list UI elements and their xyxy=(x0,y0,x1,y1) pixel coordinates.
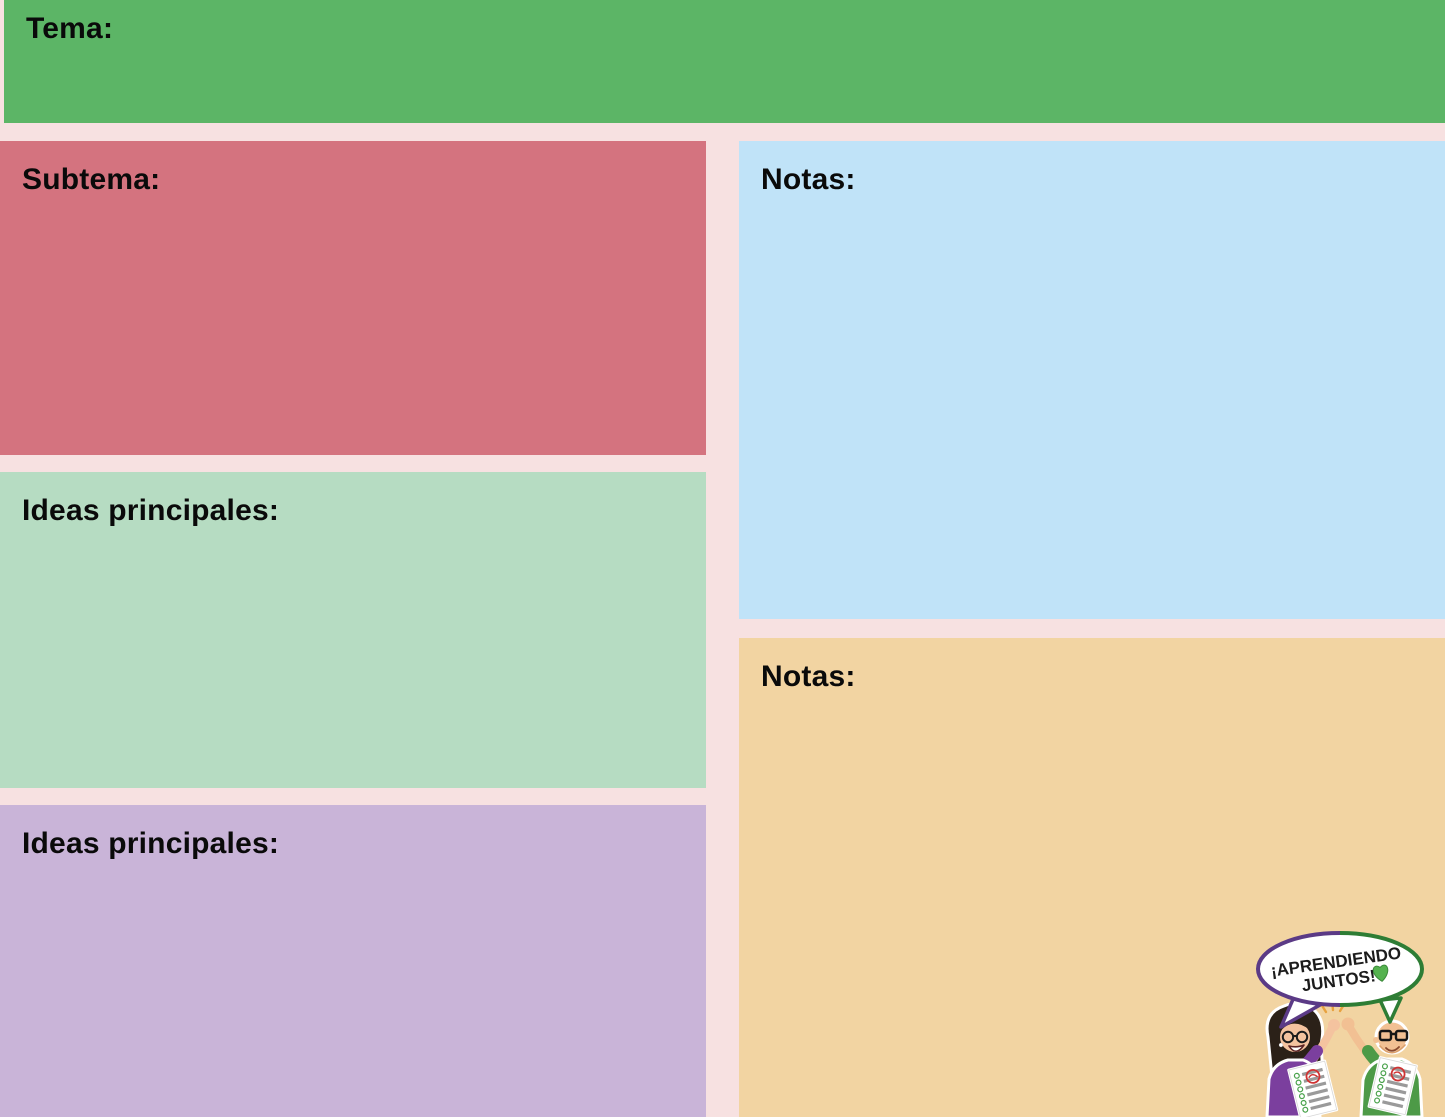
subtema-box[interactable]: Subtema: xyxy=(0,141,706,455)
checklist-paper-left xyxy=(1287,1059,1339,1117)
man-hand xyxy=(1341,1017,1355,1031)
notas-box-2[interactable]: Notas: xyxy=(739,638,1445,1117)
subtema-label: Subtema: xyxy=(22,163,161,196)
man-glasses-left-lens xyxy=(1378,1029,1393,1042)
woman-smile xyxy=(1288,1044,1305,1053)
ideas-principales-box-1[interactable]: Ideas principales: xyxy=(0,472,706,788)
checklist-paper-right xyxy=(1367,1056,1418,1117)
man-smile xyxy=(1385,1046,1400,1052)
speech-bubble: ¡APRENDIENDO JUNTOS! xyxy=(1256,931,1424,1029)
man-ear xyxy=(1373,1037,1379,1043)
tema-box[interactable]: Tema: xyxy=(4,0,1445,123)
notas-label-2: Notas: xyxy=(761,660,856,693)
grade-stamp xyxy=(1305,1068,1321,1084)
tema-label: Tema: xyxy=(26,12,114,45)
checklist-checks xyxy=(1293,1072,1309,1113)
man-chin-line xyxy=(1379,1044,1406,1054)
woman-hand xyxy=(1328,1019,1340,1031)
woman-earring xyxy=(1278,1042,1284,1048)
ideas-principales-label-1: Ideas principales: xyxy=(22,494,280,527)
checklist-checks xyxy=(1374,1063,1388,1104)
highfive-illustration xyxy=(1265,998,1424,1117)
man-glasses-right-lens xyxy=(1394,1029,1409,1042)
green-heart-icon xyxy=(1372,964,1389,982)
grade-stamp xyxy=(1390,1066,1406,1082)
aprendiendo-juntos-sticker: ¡APRENDIENDO JUNTOS! xyxy=(1240,927,1445,1117)
ideas-principales-label-2: Ideas principales: xyxy=(22,827,280,860)
ideas-principales-box-2[interactable]: Ideas principales: xyxy=(0,805,706,1117)
notas-label-1: Notas: xyxy=(761,163,856,196)
speech-bubble-outline-left xyxy=(1256,931,1341,1007)
notas-box-1[interactable]: Notas: xyxy=(739,141,1445,619)
speech-bubble-outline-right xyxy=(1339,931,1424,1007)
